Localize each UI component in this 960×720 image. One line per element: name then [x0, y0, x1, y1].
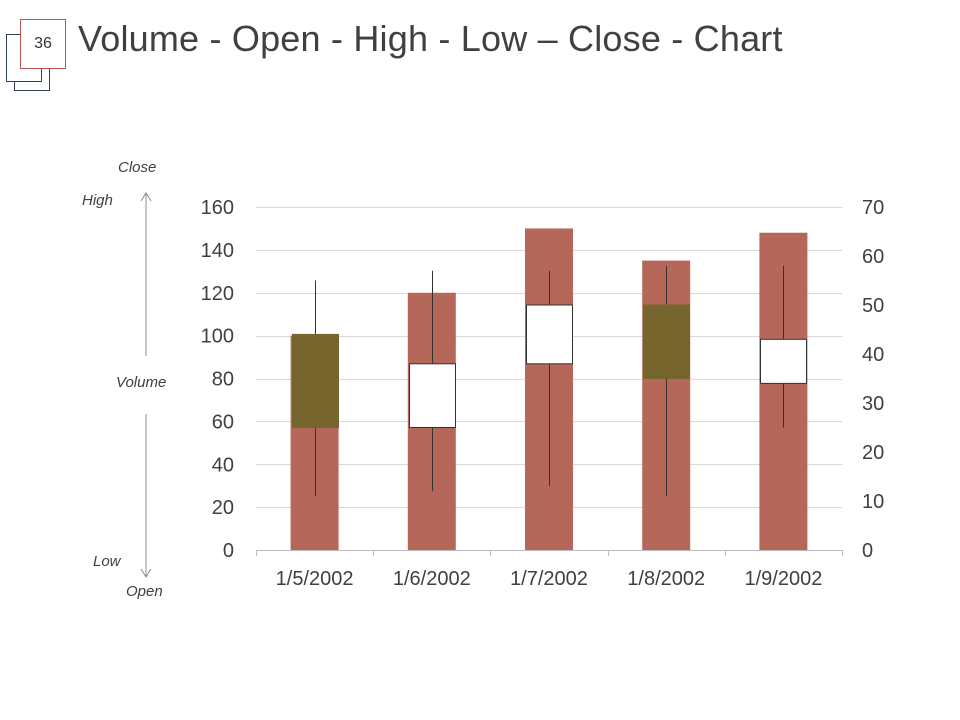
x-axis-tick-label: 1/7/2002	[510, 568, 588, 590]
legend-arrows	[141, 193, 151, 577]
up-candle-body	[527, 305, 573, 364]
left-axis-tick-label: 60	[212, 411, 234, 433]
right-axis-tick-label: 30	[862, 393, 884, 415]
left-axis-tick-label: 80	[212, 369, 234, 391]
up-candle-body	[761, 339, 807, 383]
left-axis-tick-label: 160	[201, 197, 234, 219]
up-candle-body	[410, 364, 456, 428]
right-axis-tick-label: 60	[862, 246, 884, 268]
down-candle-body	[644, 305, 690, 379]
left-axis-tick-label: 120	[201, 283, 234, 305]
x-axis-tick-labels: 1/5/2002 1/6/2002 1/7/2002 1/8/2002 1/9/2002	[276, 568, 823, 590]
right-axis-tick-label: 20	[862, 442, 884, 464]
left-axis-tick-label: 40	[212, 454, 234, 476]
left-axis-tick-label: 20	[212, 497, 234, 519]
right-axis-tick-label: 40	[862, 344, 884, 366]
right-axis-tick-label: 0	[862, 540, 873, 562]
x-axis-tick-label: 1/6/2002	[393, 568, 471, 590]
x-axis-tick-label: 1/8/2002	[627, 568, 705, 590]
down-candle-body	[293, 334, 339, 427]
left-axis-tick-label: 140	[201, 240, 234, 262]
x-axis-tick-label: 1/5/2002	[276, 568, 354, 590]
left-axis-tick-label: 0	[223, 540, 234, 562]
right-axis-tick-label: 10	[862, 491, 884, 513]
right-axis-tick-label: 70	[862, 197, 884, 219]
right-axis-tick-labels: 0 10 20 30 40 50 60 70	[862, 197, 884, 562]
price-candles	[293, 266, 807, 496]
x-axis-tick-label: 1/9/2002	[744, 568, 822, 590]
left-axis-tick-labels: 0 20 40 60 80 100 120 140 160	[201, 197, 234, 562]
right-axis-tick-label: 50	[862, 295, 884, 317]
left-axis-tick-label: 100	[201, 326, 234, 348]
